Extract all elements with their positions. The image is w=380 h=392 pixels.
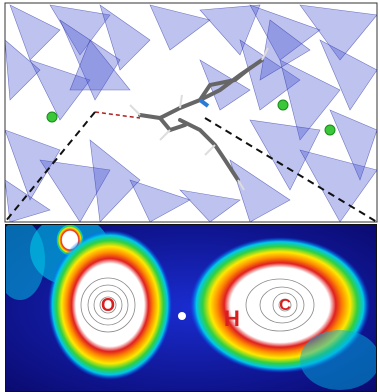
- hydrogen-label: H: [224, 306, 240, 331]
- density-map: O H C: [0, 215, 380, 392]
- zeolite-panel: [5, 3, 377, 222]
- oxygen-label: O: [101, 295, 115, 315]
- figure: O H C: [0, 0, 380, 392]
- carbon-label: C: [279, 297, 291, 314]
